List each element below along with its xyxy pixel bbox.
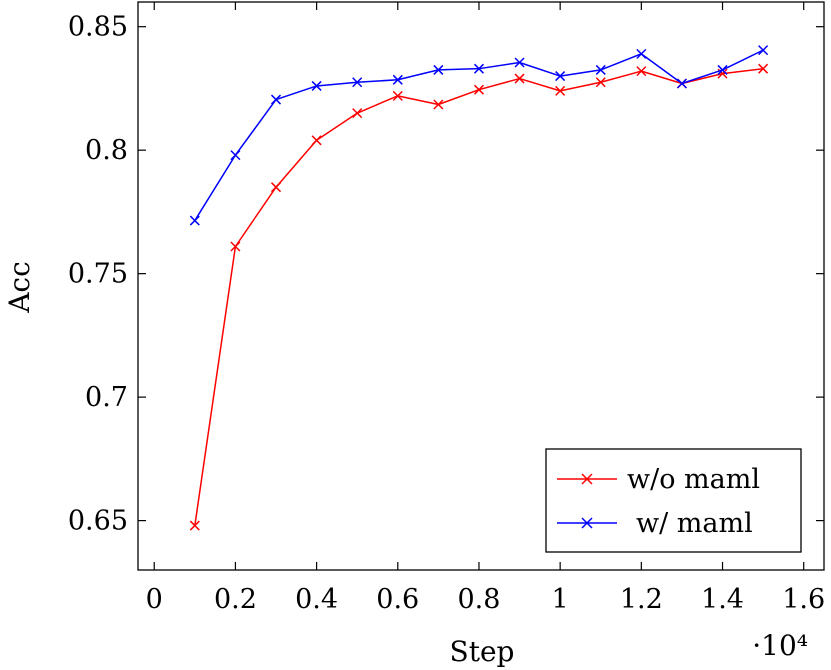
legend-label-w-maml: w/ maml [636,508,753,539]
x-tick-label: 0.4 [295,584,338,615]
data-point-w-o-maml [230,241,241,252]
data-point-w-o-maml [636,66,647,77]
x-tick-label: 0.8 [457,584,500,615]
x-tick-label: 1.4 [701,584,744,615]
plot-frame [137,1,825,571]
legend-marker-wo-maml [581,473,593,485]
data-point-w-o-maml [595,77,606,88]
x-tick-labels: 0 0.2 0.4 0.6 0.8 1 1.2 1.4 1.6 [146,584,826,615]
data-point-w-maml [636,48,647,59]
data-point-w-o-maml [352,108,363,119]
y-tick-label: 0.85 [68,12,128,43]
data-point-w-maml [189,215,200,226]
data-point-w-maml [270,94,282,105]
data-point-w-maml [758,45,769,56]
x-tick-label: 1 [552,584,569,615]
data-point-w-maml [473,63,485,74]
x-axis-multiplier: ·10⁴ [752,629,808,662]
legend-marker-w-maml [581,517,593,529]
series-line-w-maml [194,49,764,221]
data-point-w-maml [433,64,444,75]
series-layer [189,45,769,531]
y-tick-label: 0.8 [85,135,128,166]
data-point-w-o-maml [392,90,403,101]
data-point-w-maml [311,80,322,91]
legend-box [545,448,802,553]
data-point-w-maml [717,64,728,75]
data-point-w-maml [352,77,363,88]
data-point-w-o-maml [473,84,485,95]
data-point-w-maml [555,71,566,82]
y-tick-label: 0.65 [68,506,128,537]
x-tick-label: 1.6 [782,584,825,615]
data-point-w-o-maml [433,99,444,110]
x-tick-label: 1.2 [620,584,663,615]
data-point-w-maml [595,64,606,75]
data-point-w-o-maml [311,135,322,146]
y-tick-label: 0.7 [85,382,128,413]
x-tick-label: 0.6 [376,584,419,615]
legend: w/o maml w/ maml [545,448,802,553]
y-tick-label: 0.75 [68,259,128,290]
data-point-w-o-maml [189,520,200,531]
data-point-w-maml [676,78,687,89]
x-tick-label: 0 [146,584,163,615]
data-point-w-o-maml [514,73,525,84]
data-point-w-o-maml [555,85,566,96]
y-tick-labels: 0.65 0.7 0.75 0.8 0.85 [68,12,128,537]
legend-label-wo-maml: w/o maml [627,464,760,495]
x-tick-label: 0.2 [214,584,257,615]
data-point-w-maml [392,74,403,85]
data-point-w-o-maml [270,182,282,193]
data-point-w-maml [230,150,241,161]
y-axis-title: Acc [3,261,36,314]
data-point-w-o-maml [758,63,769,74]
axis-ticks [138,2,824,570]
data-point-w-maml [514,57,525,68]
x-axis-title: Step [450,635,515,668]
